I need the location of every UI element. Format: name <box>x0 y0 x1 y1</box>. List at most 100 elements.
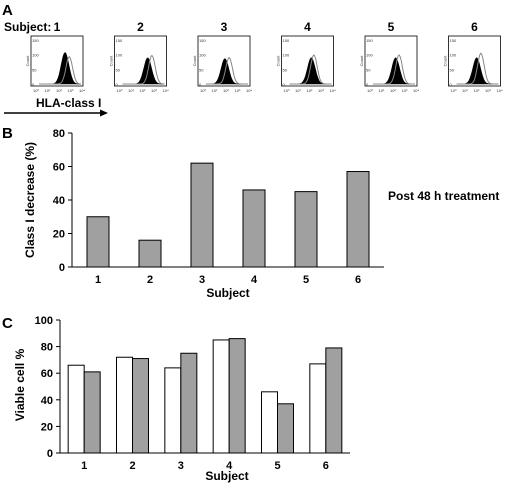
marker-label: HLA-class I <box>36 96 101 110</box>
panel-c-xlabel: Subject <box>205 469 248 483</box>
histogram-ylabel: Count <box>276 55 281 67</box>
histogram-xtick: 10⁰ <box>117 88 123 93</box>
panel-b-ytick-label: 60 <box>53 162 65 174</box>
histogram-xtick: 10⁰ <box>200 88 206 93</box>
panel-c-bar <box>164 367 182 454</box>
panel-b-xtick-label: 1 <box>95 274 101 286</box>
panel-c-xtick-label: 1 <box>81 460 87 472</box>
panel-c-xtick-label: 5 <box>274 460 280 472</box>
histogram-xtick: 10³ <box>235 88 241 93</box>
histogram-subject-label: 4 <box>304 20 311 34</box>
histogram-ytick: 150 <box>450 38 457 43</box>
panel-b-xlabel: Subject <box>206 286 249 300</box>
histogram-ytick: 0 <box>32 82 35 87</box>
histogram-xtick: 10³ <box>68 88 74 93</box>
histogram-ytick: 100 <box>366 53 373 58</box>
histogram-xtick: 10⁴ <box>246 88 252 93</box>
panel-b-xtick-label: 5 <box>303 274 309 286</box>
histogram-open-curve <box>122 54 165 85</box>
panel-c-ytick-label: 80 <box>41 342 53 354</box>
panel-b-bar <box>294 191 318 268</box>
panel-b-chart: 0 20 40 60 80 1 2 3 4 5 6 <box>53 128 384 286</box>
histogram-ytick: 0 <box>116 82 119 87</box>
histogram-xtick: 10³ <box>318 88 324 93</box>
histogram-ytick: 150 <box>32 38 39 43</box>
histogram-ytick: 0 <box>450 82 453 87</box>
histogram-ytick: 50 <box>283 67 288 72</box>
histogram-ylabel: Count <box>359 55 364 67</box>
histogram-xtick: 10⁰ <box>367 88 373 93</box>
histogram-ytick: 50 <box>450 67 455 72</box>
histogram-ytick: 50 <box>366 67 371 72</box>
panel-c-bar <box>180 352 198 454</box>
panel-c-ylabel: Viable cell % <box>13 348 27 421</box>
panel-b-ytick-label: 40 <box>53 195 65 207</box>
histogram-ytick: 50 <box>32 67 37 72</box>
histogram-xtick: 10³ <box>151 88 157 93</box>
panel-b-ytick-label: 80 <box>53 128 65 140</box>
histogram-ylabel: Count <box>109 55 114 67</box>
panel-b-xtick-label: 2 <box>147 274 153 286</box>
panel-c-xtick-label: 2 <box>129 460 135 472</box>
panel-c-bar <box>325 347 343 454</box>
histogram-6: 6 0 50 100 150 Count 10⁰ 10¹ 10² 10³ 10⁴ <box>443 20 503 93</box>
panel-b-annotation: Post 48 h treatment <box>388 189 499 203</box>
panel-c-bar <box>116 356 133 454</box>
histogram-xtick: 10² <box>474 88 480 93</box>
histogram-xtick: 10¹ <box>295 88 301 93</box>
panel-b-bar <box>346 171 370 268</box>
histogram-xtick: 10² <box>56 88 62 93</box>
panel-c-ytick-label: 60 <box>41 368 53 380</box>
histogram-ytick: 100 <box>199 53 206 58</box>
histogram-ytick: 150 <box>283 38 290 43</box>
histogram-frame <box>281 35 334 87</box>
panel-c-ytick-label: 100 <box>35 315 53 327</box>
histogram-open-curve <box>289 54 332 85</box>
marker-arrow <box>4 109 108 117</box>
histogram-ytick: 0 <box>199 82 202 87</box>
panel-c-bar <box>83 371 101 454</box>
panel-b-xtick-label: 4 <box>251 274 258 286</box>
panel-b-bar <box>190 162 214 268</box>
histogram-ytick: 150 <box>366 38 373 43</box>
panel-c-bar <box>212 339 230 454</box>
histogram-open-curve <box>39 56 82 85</box>
subject-heading: Subject: <box>4 20 51 34</box>
histogram-ytick: 0 <box>366 82 369 87</box>
panel-c-ytick-label: 20 <box>41 421 53 433</box>
histogram-ylabel: Count <box>25 55 30 67</box>
histogram-xtick: 10¹ <box>45 88 51 93</box>
histogram-ytick: 100 <box>116 53 123 58</box>
histogram-ytick: 100 <box>450 53 457 58</box>
histogram-subject-label: 5 <box>388 20 395 34</box>
histogram-xtick: 10⁴ <box>413 88 419 93</box>
histogram-4: 4 0 50 100 150 Count 10⁰ 10¹ 10² 10³ 10⁴ <box>276 20 336 93</box>
panel-b-xtick-label: 3 <box>199 274 205 286</box>
histogram-xtick: 10² <box>223 88 229 93</box>
panel-a-letter: A <box>2 2 13 19</box>
panel-c-xtick-label: 4 <box>226 460 233 472</box>
panel-b-ylabel: Class I decrease (%) <box>23 142 37 258</box>
histogram-xtick: 10⁰ <box>284 88 290 93</box>
panel-c-xtick-label: 3 <box>178 460 184 472</box>
histogram-ytick: 100 <box>32 53 39 58</box>
histogram-2: 2 0 50 100 150 Count 10⁰ 10¹ 10² 10³ 10⁴ <box>109 20 169 93</box>
histogram-subject-label: 3 <box>221 20 228 34</box>
histogram-xtick: 10⁰ <box>33 88 39 93</box>
histogram-xtick: 10³ <box>402 88 408 93</box>
panel-b-letter: B <box>2 125 13 142</box>
panel-c-chart: 0 20 40 60 80 100 1 2 3 4 5 6 <box>35 315 350 472</box>
histogram-ylabel: Count <box>192 55 197 67</box>
histogram-ytick: 0 <box>283 82 286 87</box>
histogram-xtick: 10¹ <box>462 88 468 93</box>
histogram-xtick: 10³ <box>485 88 491 93</box>
panel-b-ytick-label: 0 <box>59 262 65 274</box>
histogram-3: 3 0 50 100 150 Count 10⁰ 10¹ 10² 10³ 10⁴ <box>192 20 252 93</box>
panel-c-bar <box>277 403 294 454</box>
histogram-xtick: 10⁴ <box>163 88 169 93</box>
panel-b-bar <box>86 216 110 268</box>
panel-b-ytick-label: 20 <box>53 229 65 241</box>
panel-c-letter: C <box>2 315 13 332</box>
